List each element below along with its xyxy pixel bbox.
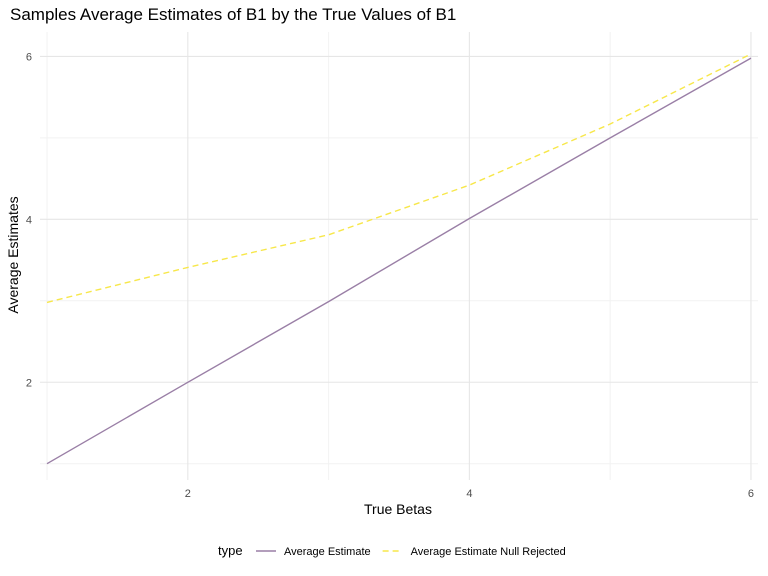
x-tick-label: 6 <box>748 488 754 500</box>
legend-label-1: Average Estimate <box>284 546 371 558</box>
major-gridlines <box>40 32 758 480</box>
legend: type Average Estimate Average Estimate Nu… <box>218 543 566 558</box>
x-tick-labels: 2 4 6 <box>185 488 754 500</box>
legend-title: type <box>218 543 243 558</box>
y-tick-label: 2 <box>26 377 32 389</box>
legend-label-2: Average Estimate Null Rejected <box>411 546 566 558</box>
chart-title: Samples Average Estimates of B1 by the T… <box>10 5 457 24</box>
x-axis-label: True Betas <box>364 501 432 517</box>
x-tick-label: 4 <box>466 488 472 500</box>
minor-gridlines <box>40 32 758 480</box>
y-tick-label: 6 <box>26 51 32 63</box>
y-axis-label: Average Estimates <box>5 196 21 313</box>
series-lines <box>46 53 752 465</box>
series-line-2 <box>46 53 752 304</box>
series-line-1 <box>46 57 752 465</box>
y-tick-label: 4 <box>26 214 32 226</box>
x-tick-label: 2 <box>185 488 191 500</box>
y-tick-labels: 2 4 6 <box>26 51 32 389</box>
